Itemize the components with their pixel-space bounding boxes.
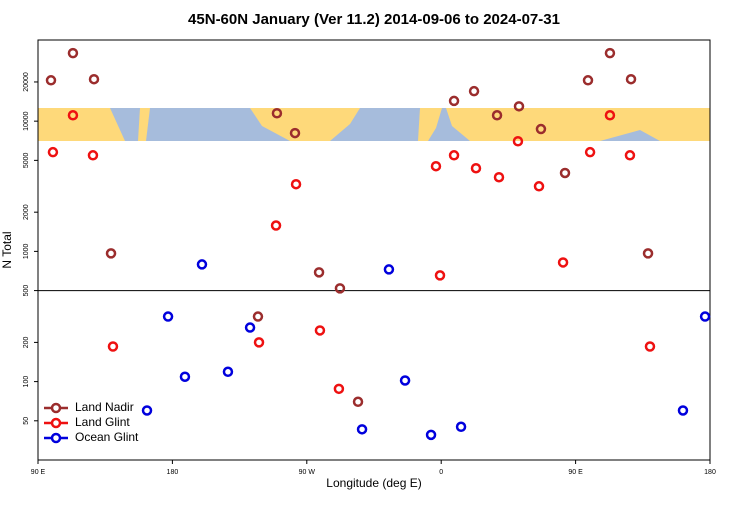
point: [270, 220, 282, 231]
point: [314, 325, 326, 336]
point: [448, 150, 460, 161]
y-tick-label: 200: [23, 336, 30, 348]
point: [244, 322, 256, 333]
point: [491, 110, 503, 121]
point: [470, 162, 482, 174]
point: [455, 421, 467, 433]
point: [584, 146, 596, 158]
y-axis-label: N Total: [0, 231, 14, 268]
legend-marker: [50, 402, 62, 414]
y-tick-label: 50: [23, 417, 30, 425]
y-tick-label: 10000: [23, 111, 30, 131]
point: [87, 150, 99, 161]
y-tick-label: 100: [23, 376, 30, 388]
point: [383, 264, 395, 275]
x-tick-label: 0: [439, 469, 443, 476]
point: [642, 248, 654, 259]
x-tick-label: 90 E: [31, 469, 46, 476]
point: [430, 160, 442, 172]
point: [162, 311, 174, 322]
point: [313, 267, 325, 278]
point: [107, 341, 119, 352]
legend-marker: [50, 417, 62, 429]
point: [105, 248, 117, 259]
point: [141, 405, 153, 416]
point: [604, 47, 616, 59]
point: [253, 337, 265, 348]
point: [582, 75, 594, 86]
x-tick-label: 90 E: [568, 469, 583, 476]
y-tick-label: 1000: [23, 243, 30, 259]
point: [493, 171, 505, 183]
y-tick-label: 20000: [23, 72, 30, 92]
legend-label: Ocean Glint: [75, 430, 139, 444]
point: [624, 150, 636, 161]
point: [512, 136, 524, 147]
point: [535, 123, 547, 135]
point: [559, 167, 571, 179]
map-band: [38, 108, 710, 141]
point: [425, 429, 437, 441]
y-tick-label: 5000: [23, 152, 30, 168]
point: [356, 424, 368, 435]
point: [557, 257, 569, 268]
point: [625, 73, 637, 85]
point: [644, 341, 656, 352]
point: [604, 110, 616, 121]
point: [252, 311, 264, 322]
x-tick-label: 180: [167, 469, 179, 476]
plot-frame: [37, 39, 711, 461]
point: [434, 270, 446, 281]
y-tick-label: 500: [23, 285, 30, 297]
point: [47, 146, 59, 158]
legend-label: Land Glint: [75, 415, 130, 429]
point: [677, 405, 689, 416]
point: [45, 75, 57, 86]
point: [67, 110, 79, 121]
point: [352, 396, 364, 408]
x-tick-label: 180: [704, 469, 716, 476]
point: [179, 371, 191, 382]
legend-label: Land Nadir: [75, 400, 134, 414]
point: [222, 366, 234, 378]
point: [333, 383, 345, 395]
legend-marker: [50, 432, 62, 444]
y-tick-label: 2000: [23, 204, 30, 220]
x-axis-label: Longitude (deg E): [326, 476, 421, 490]
point: [448, 95, 460, 107]
point: [289, 127, 301, 139]
point: [290, 178, 302, 190]
x-tick-label: 90 W: [299, 469, 316, 476]
point: [67, 47, 79, 59]
point: [271, 108, 283, 119]
chart-title: 45N-60N January (Ver 11.2) 2014-09-06 to…: [188, 11, 560, 28]
point: [533, 181, 545, 192]
point: [88, 73, 100, 85]
point: [468, 85, 480, 97]
point: [196, 259, 208, 270]
point: [334, 283, 346, 294]
point: [699, 311, 711, 322]
point: [399, 375, 411, 386]
point: [513, 101, 525, 112]
